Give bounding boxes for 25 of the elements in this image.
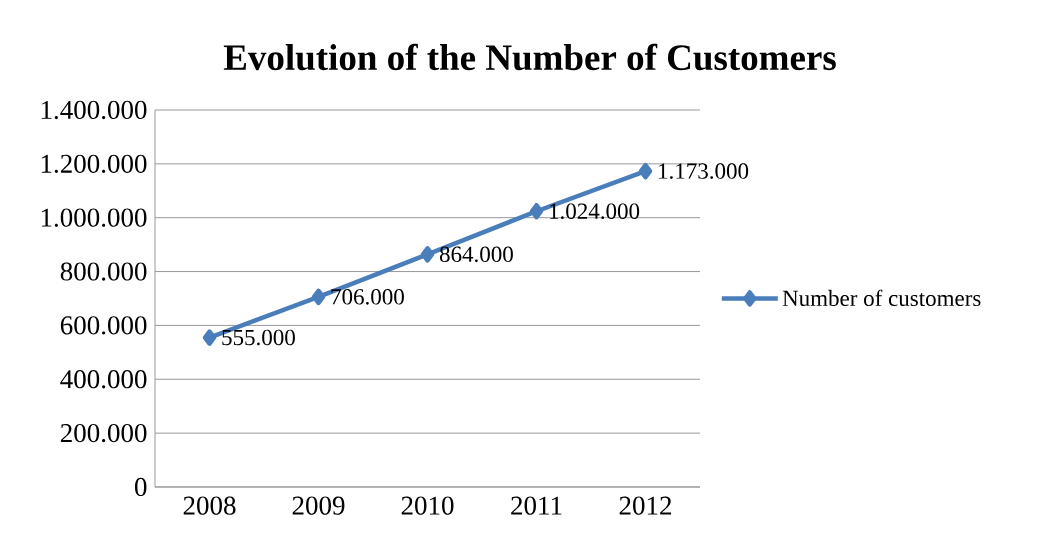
x-tick-label: 2010 [401,496,454,515]
y-tick-label: 800.000 [60,262,147,281]
point [420,246,435,263]
y-tick-label: 1.200.000 [41,154,147,174]
y-tick-label: 400.000 [60,370,147,389]
point [202,329,217,346]
legend-label: Number of customers [782,289,981,307]
data-label: 1.024.000 [550,203,640,220]
y-tick-label: 1.000.000 [41,208,147,227]
y-tick-label: 600.000 [60,316,147,335]
y-tick-label: 1.400.000 [41,100,147,120]
x-tick-label: 2008 [183,496,236,515]
x-tick-label: 2011 [511,496,562,515]
data-label: 864.000 [439,246,513,263]
data-label: 555.000 [222,329,295,346]
data-label: 1.173.000 [659,163,749,179]
data-label: 706.000 [331,289,404,305]
y-tick-label: 0 [135,477,147,497]
point [529,202,544,220]
y-tick-label: 200.000 [60,423,147,443]
x-tick-label: 2012 [619,496,672,515]
point [311,288,326,306]
x-tick-label: 2009 [292,496,345,515]
chart-title: Evolution of the Number of Customers [223,43,836,71]
point [638,162,653,180]
